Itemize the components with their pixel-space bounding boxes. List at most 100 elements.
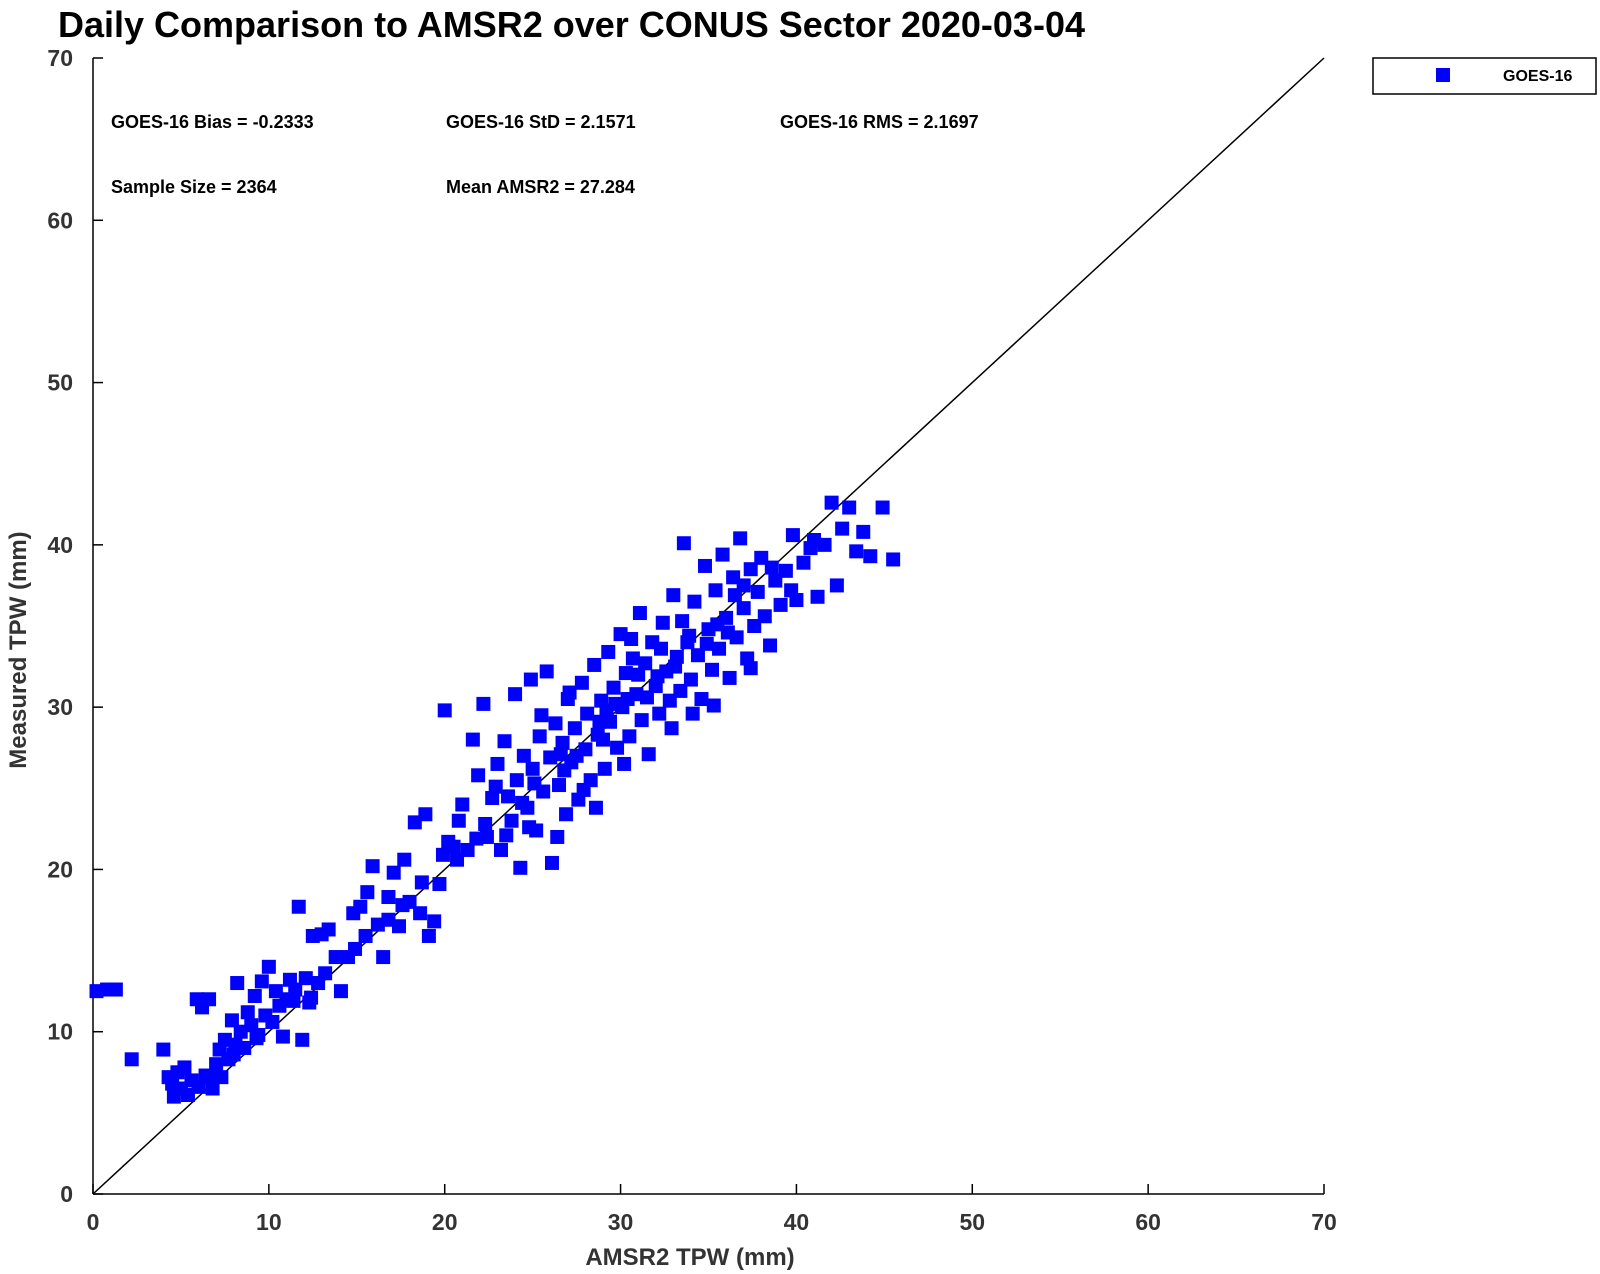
data-point [576, 782, 591, 797]
data-point [835, 521, 850, 536]
data-point [682, 628, 697, 643]
data-point [620, 692, 635, 707]
data-point [595, 732, 610, 747]
data-point [395, 898, 410, 913]
x-axis-label: AMSR2 TPW (mm) [585, 1244, 794, 1271]
data-point [508, 687, 523, 702]
data-point [720, 625, 735, 640]
legend: GOES-16 [1372, 57, 1597, 95]
data-point [849, 544, 864, 559]
data-point [715, 547, 730, 562]
data-point [569, 748, 584, 763]
data-point [275, 1029, 290, 1044]
data-point [601, 644, 616, 659]
data-point [574, 675, 589, 690]
data-point [386, 865, 401, 880]
data-point [654, 641, 669, 656]
data-point [479, 829, 494, 844]
data-point [286, 993, 301, 1008]
data-point [124, 1052, 139, 1067]
y-tick-label: 20 [47, 856, 73, 882]
data-point [562, 685, 577, 700]
data-point [824, 495, 839, 510]
data-point [522, 820, 537, 835]
data-point [829, 578, 844, 593]
x-tick-label: 70 [1311, 1209, 1337, 1235]
x-tick-label: 0 [87, 1209, 100, 1235]
data-point [588, 800, 603, 815]
data-point [886, 552, 901, 567]
data-point [451, 813, 466, 828]
data-point [370, 917, 385, 932]
data-point [603, 714, 618, 729]
data-point [664, 721, 679, 736]
data-point [622, 729, 637, 744]
data-point [249, 1031, 264, 1046]
data-point [706, 698, 721, 713]
data-point [699, 636, 714, 651]
data-point [557, 763, 572, 778]
data-point [875, 500, 890, 515]
data-point [156, 1042, 171, 1057]
data-point [785, 528, 800, 543]
data-point [856, 524, 871, 539]
data-point [610, 740, 625, 755]
data-point [432, 877, 447, 892]
data-point [662, 693, 677, 708]
data-point [710, 617, 725, 632]
sample-size-annotation: Sample Size = 2364 [111, 177, 277, 197]
data-point [736, 578, 751, 593]
data-point [592, 714, 607, 729]
data-point [778, 563, 793, 578]
data-point [650, 669, 665, 684]
data-point [810, 589, 825, 604]
data-point [539, 664, 554, 679]
data-point [254, 974, 269, 989]
data-point [683, 672, 698, 687]
y-tick-label: 40 [47, 532, 73, 558]
y-tick-label: 30 [47, 694, 73, 720]
data-point [268, 984, 283, 999]
data-point [108, 982, 123, 997]
data-point [726, 570, 741, 585]
data-point [606, 680, 621, 695]
data-point [617, 756, 632, 771]
data-point [89, 984, 104, 999]
data-point [638, 656, 653, 671]
chart-title: Daily Comparison to AMSR2 over CONUS Sec… [58, 4, 1085, 45]
data-point [842, 500, 857, 515]
data-point [265, 1014, 280, 1029]
data-point [655, 615, 670, 630]
data-point [624, 631, 639, 646]
data-point [544, 855, 559, 870]
data-point [599, 703, 614, 718]
data-point [634, 713, 649, 728]
data-point [465, 732, 480, 747]
data-point [205, 1081, 220, 1096]
data-point [580, 706, 595, 721]
data-point [763, 638, 778, 653]
y-axis-label: Measured TPW (mm) [5, 531, 32, 768]
data-point [233, 1024, 248, 1039]
data-point [685, 706, 700, 721]
data-point [421, 928, 436, 943]
data-point [414, 875, 429, 890]
data-point [333, 984, 348, 999]
x-axis-ticks: 0 10 20 30 40 50 60 70 [87, 1184, 1337, 1235]
data-point [697, 558, 712, 573]
data-point [240, 1005, 255, 1020]
data-point [552, 778, 567, 793]
data-point [455, 797, 470, 812]
data-point [796, 555, 811, 570]
data-point [435, 847, 450, 862]
data-point [353, 899, 368, 914]
data-point [736, 601, 751, 616]
data-point [407, 815, 422, 830]
data-point [789, 593, 804, 608]
data-point [652, 706, 667, 721]
data-point [291, 899, 306, 914]
data-point [460, 842, 475, 857]
data-point [478, 816, 493, 831]
x-tick-label: 20 [432, 1209, 458, 1235]
